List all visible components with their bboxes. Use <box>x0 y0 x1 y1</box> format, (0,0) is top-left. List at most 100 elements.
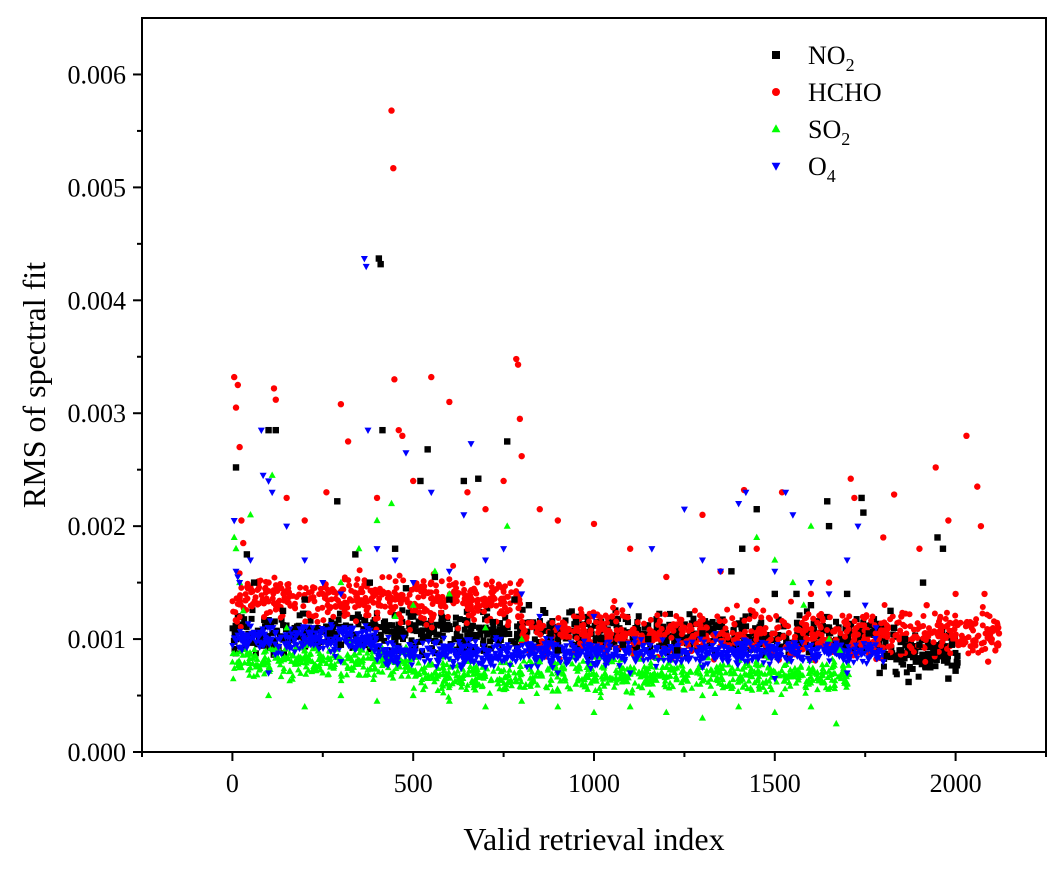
cloud-point <box>309 625 316 632</box>
cloud-point <box>473 633 480 640</box>
cloud-point <box>516 668 523 675</box>
cloud-point <box>265 656 272 663</box>
cloud-point <box>236 614 243 621</box>
cloud-point <box>631 636 639 643</box>
data-point-hcho <box>513 355 520 363</box>
data-point-so2 <box>518 635 526 642</box>
y-tick-label: 0.004 <box>68 286 127 315</box>
cloud-point <box>739 665 746 672</box>
cloud-point <box>581 676 588 683</box>
cloud-point <box>478 655 485 662</box>
cloud-point <box>456 662 464 669</box>
cloud-point <box>841 638 848 645</box>
cloud-point <box>463 686 470 693</box>
cloud-point <box>249 660 256 667</box>
cloud-point <box>872 649 880 656</box>
data-point-so2 <box>482 623 490 631</box>
cloud-point <box>940 657 947 664</box>
data-point-no2 <box>554 647 562 654</box>
cloud-point <box>379 668 386 675</box>
cloud-point <box>287 602 294 609</box>
y-tick-label: 0.000 <box>68 738 127 767</box>
cloud-point <box>453 585 460 592</box>
data-point-hcho <box>681 624 688 631</box>
cloud-point <box>233 650 241 657</box>
cloud-point <box>802 682 809 689</box>
data-point-no2 <box>431 573 439 581</box>
cloud-point <box>823 613 830 620</box>
cloud-point <box>314 606 321 613</box>
cloud-point <box>906 639 913 646</box>
cloud-point <box>395 633 402 640</box>
cloud-point <box>676 616 683 623</box>
cloud-point <box>269 646 277 653</box>
cloud-point <box>734 688 742 695</box>
cloud-point <box>722 682 729 689</box>
cloud-point <box>706 645 713 652</box>
data-point-no2 <box>619 641 627 648</box>
x-tick-label: 1000 <box>568 769 620 798</box>
cloud-point <box>305 610 312 617</box>
cloud-point <box>436 639 443 646</box>
cloud-point <box>463 593 470 600</box>
cloud-point <box>931 610 938 617</box>
cloud-point <box>280 622 287 629</box>
cloud-point <box>534 681 541 688</box>
cloud-point <box>519 618 526 625</box>
cloud-point <box>291 649 298 656</box>
x-axis-ticks: 0 500 1000 1500 2000 <box>141 752 1047 798</box>
cloud-point <box>490 623 497 630</box>
cloud-point <box>656 629 663 636</box>
cloud-point <box>811 642 818 649</box>
cloud-point <box>460 657 467 664</box>
cloud-point <box>372 630 380 637</box>
cloud-point <box>251 645 258 652</box>
cloud-point <box>758 619 765 626</box>
data-point-o4 <box>843 670 851 677</box>
cloud-point <box>863 660 870 667</box>
cloud-point <box>666 625 673 632</box>
cloud-point <box>367 644 375 651</box>
cloud-point <box>707 666 715 673</box>
data-point-no2 <box>948 641 956 648</box>
data-point-no2 <box>954 652 961 660</box>
cloud-point <box>670 621 677 628</box>
cloud-point <box>752 670 760 677</box>
cloud-point <box>925 642 932 649</box>
data-point-hcho <box>699 511 706 519</box>
cloud-point <box>426 630 433 637</box>
data-point-so2 <box>301 646 309 653</box>
cloud-point <box>421 682 429 689</box>
cloud-point <box>813 668 821 675</box>
cloud-point <box>381 637 388 644</box>
cloud-point <box>336 637 344 644</box>
data-point-hcho <box>608 613 616 620</box>
cloud-point <box>446 681 453 688</box>
cloud-point <box>503 654 510 661</box>
data-point-hcho <box>945 517 952 524</box>
cloud-point <box>853 655 861 662</box>
data-point-hcho <box>236 443 243 451</box>
cloud-point <box>328 617 335 624</box>
cloud-point <box>410 627 417 634</box>
cloud-point <box>822 684 830 691</box>
data-point-no2 <box>901 635 909 643</box>
cloud-point <box>573 635 580 642</box>
cloud-point <box>747 607 754 614</box>
data-point-o4 <box>362 263 370 271</box>
cloud-point <box>695 645 703 652</box>
cloud-point <box>852 625 859 632</box>
cloud-point <box>392 638 399 645</box>
cloud-point <box>418 679 425 686</box>
cloud-point <box>851 635 858 641</box>
cloud-point <box>407 587 414 594</box>
cloud-point <box>512 674 519 681</box>
data-point-o4 <box>626 602 634 610</box>
cloud-point <box>775 624 782 631</box>
series-no2 <box>232 255 961 686</box>
cloud-point <box>244 621 252 628</box>
cloud-point <box>777 643 784 650</box>
cloud-point <box>748 657 756 664</box>
cloud-point <box>719 657 726 664</box>
cloud-point <box>893 656 900 663</box>
